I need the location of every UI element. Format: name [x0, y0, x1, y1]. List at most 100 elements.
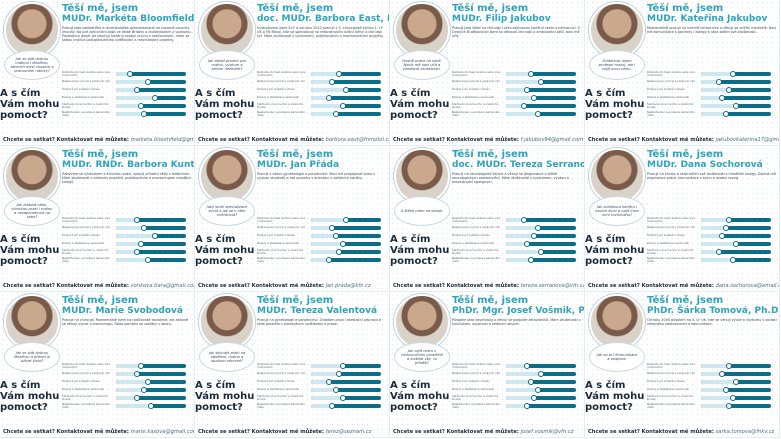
skill-slider-knob[interactable] [134, 249, 140, 255]
skill-slider[interactable] [701, 71, 771, 77]
skill-slider[interactable] [116, 257, 186, 263]
skill-slider-knob[interactable] [332, 233, 339, 239]
skill-slider-knob[interactable] [148, 403, 154, 409]
skill-slider[interactable] [311, 363, 381, 369]
skill-slider-knob[interactable] [325, 257, 332, 263]
contact-email[interactable]: josef.vosmik@vfn.cz [520, 429, 574, 435]
skill-slider-knob[interactable] [715, 249, 722, 255]
skill-slider[interactable] [116, 225, 186, 231]
skill-slider-knob[interactable] [722, 225, 729, 231]
skill-slider-knob[interactable] [722, 387, 729, 393]
contact-email[interactable]: jan.prada@kfn.cz [325, 283, 371, 289]
skill-slider[interactable] [116, 103, 186, 109]
skill-slider[interactable] [311, 249, 381, 255]
skill-slider-knob[interactable] [531, 233, 537, 239]
skill-slider[interactable] [506, 87, 576, 93]
skill-slider-knob[interactable] [332, 387, 339, 393]
skill-slider-knob[interactable] [339, 363, 346, 369]
skill-slider-knob[interactable] [134, 395, 140, 401]
skill-slider-knob[interactable] [733, 379, 739, 385]
skill-slider[interactable] [311, 111, 381, 117]
skill-slider-knob[interactable] [726, 217, 732, 223]
skill-slider-knob[interactable] [729, 71, 736, 77]
skill-slider[interactable] [311, 395, 381, 401]
skill-slider-knob[interactable] [329, 403, 335, 409]
skill-slider-knob[interactable] [144, 379, 151, 385]
skill-slider[interactable] [311, 87, 381, 93]
skill-slider-knob[interactable] [343, 87, 349, 93]
skill-slider[interactable] [701, 257, 771, 263]
skill-slider-knob[interactable] [144, 79, 151, 85]
skill-slider-knob[interactable] [343, 217, 349, 223]
skill-slider-knob[interactable] [722, 111, 729, 117]
skill-slider[interactable] [311, 387, 381, 393]
contact-email[interactable]: barbora.east@fnmotol.cz [325, 137, 390, 143]
skill-slider-knob[interactable] [336, 249, 342, 255]
skill-slider[interactable] [311, 257, 381, 263]
skill-slider[interactable] [506, 111, 576, 117]
skill-slider-knob[interactable] [127, 71, 133, 77]
skill-slider[interactable] [311, 71, 381, 77]
skill-slider-knob[interactable] [534, 225, 541, 231]
skill-slider-knob[interactable] [726, 87, 732, 93]
skill-slider-knob[interactable] [524, 363, 530, 369]
contact-email[interactable]: dana.sochorova@email.cz [715, 283, 780, 289]
skill-slider-knob[interactable] [538, 79, 544, 85]
skill-slider[interactable] [116, 249, 186, 255]
skill-slider-knob[interactable] [729, 395, 736, 401]
skill-slider-knob[interactable] [524, 87, 530, 93]
skill-slider-knob[interactable] [729, 257, 736, 263]
skill-slider[interactable] [701, 363, 771, 369]
skill-slider[interactable] [701, 371, 771, 377]
skill-slider-knob[interactable] [332, 111, 339, 117]
skill-slider-knob[interactable] [141, 225, 147, 231]
contact-email[interactable]: marie.kasova@gmail.com [130, 429, 195, 435]
skill-slider-knob[interactable] [726, 363, 732, 369]
skill-slider-knob[interactable] [137, 241, 144, 247]
skill-slider[interactable] [311, 371, 381, 377]
skill-slider[interactable] [116, 95, 186, 101]
contact-email[interactable]: terez@seznam.cz [325, 429, 372, 435]
skill-slider-knob[interactable] [141, 387, 147, 393]
skill-slider[interactable] [311, 379, 381, 385]
contact-email[interactable]: marketa.bloomfield@gmail.com [130, 137, 195, 143]
skill-slider[interactable] [311, 241, 381, 247]
skill-slider[interactable] [701, 233, 771, 239]
skill-slider[interactable] [116, 387, 186, 393]
skill-slider-knob[interactable] [339, 241, 346, 247]
skill-slider[interactable] [701, 103, 771, 109]
skill-slider[interactable] [311, 225, 381, 231]
skill-slider-knob[interactable] [134, 217, 140, 223]
skill-slider-knob[interactable] [151, 95, 158, 101]
skill-slider[interactable] [311, 217, 381, 223]
skill-slider[interactable] [701, 217, 771, 223]
skill-slider[interactable] [506, 249, 576, 255]
skill-slider[interactable] [116, 71, 186, 77]
skill-slider[interactable] [506, 103, 576, 109]
skill-slider[interactable] [116, 395, 186, 401]
skill-slider[interactable] [506, 403, 576, 409]
skill-slider-knob[interactable] [538, 249, 544, 255]
skill-slider[interactable] [311, 103, 381, 109]
skill-slider[interactable] [701, 395, 771, 401]
skill-slider[interactable] [116, 79, 186, 85]
skill-slider[interactable] [701, 403, 771, 409]
skill-slider[interactable] [116, 241, 186, 247]
skill-slider-knob[interactable] [329, 225, 335, 231]
skill-slider[interactable] [701, 87, 771, 93]
skill-slider-knob[interactable] [137, 363, 144, 369]
skill-slider-knob[interactable] [527, 379, 534, 385]
skill-slider-knob[interactable] [134, 371, 140, 377]
skill-slider[interactable] [506, 95, 576, 101]
skill-slider-knob[interactable] [719, 371, 725, 377]
skill-slider-knob[interactable] [336, 71, 342, 77]
skill-slider[interactable] [701, 249, 771, 255]
skill-slider[interactable] [506, 79, 576, 85]
skill-slider[interactable] [116, 371, 186, 377]
skill-slider-knob[interactable] [141, 111, 147, 117]
skill-slider-knob[interactable] [339, 395, 346, 401]
skill-slider[interactable] [311, 95, 381, 101]
skill-slider-knob[interactable] [325, 379, 332, 385]
skill-slider[interactable] [116, 379, 186, 385]
skill-slider[interactable] [116, 217, 186, 223]
